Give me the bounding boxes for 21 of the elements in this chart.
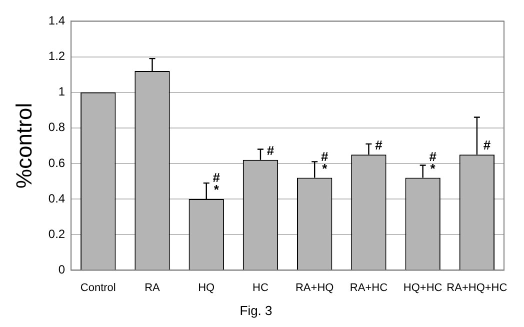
y-tick-label: 0.4 [48,191,66,206]
y-tick-label: 0.8 [48,120,66,134]
x-tick-label: Control [80,282,116,294]
y-tick-label: 0.2 [48,226,66,241]
x-tick-label: HQ [198,282,216,294]
x-tick-label: HC [252,282,268,294]
annotation: # [483,138,492,153]
y-tick-label: 1 [58,84,66,99]
x-tick-label: RA+HQ+HC [446,282,508,294]
annotation: # [375,138,384,153]
y-tick-label: 0 [58,262,66,277]
x-tick-label: RA+HQ [295,282,334,294]
text: Fig. 3 [240,302,272,318]
y-tick-label: 1.4 [48,14,66,28]
annotation: # [266,143,275,158]
x-tick-label: HQ+HC [403,282,442,294]
y-axis-title: %control [11,102,36,188]
y-tick-label: 0.6 [48,156,66,170]
x-tick-label: RA [144,282,161,294]
x-tick-label: RA+HC [350,282,388,294]
y-tick-label: 1.2 [48,49,66,64]
